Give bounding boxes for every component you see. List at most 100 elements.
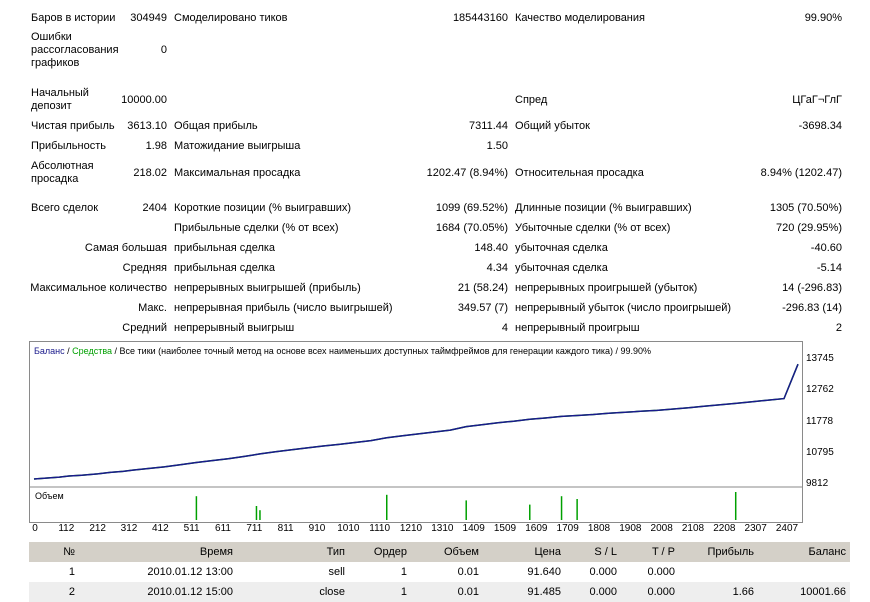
x-tick-label: 1110 [369, 523, 391, 534]
largest-loss-label: убыточная сделка [515, 242, 608, 254]
x-tick-label: 1808 [587, 523, 611, 534]
average-profit-label: прибыльная сделка [174, 262, 276, 274]
y-tick-label: 11778 [806, 415, 834, 427]
x-tick-label: 1409 [462, 523, 485, 534]
profit-factor-label: Прибыльность [31, 140, 106, 152]
average-loss-value: -5.14 [816, 262, 842, 274]
balance-chart: Баланс / Средства / Все тики (наиболее т… [29, 341, 803, 523]
table-row[interactable]: 1 2010.01.12 13:00 sell 1 0.01 91.640 0.000 0.0… [29, 562, 850, 582]
x-tick-label: 2108 [681, 523, 705, 534]
table-cell: 2 [29, 582, 79, 602]
table-cell: 0.000 [647, 566, 675, 578]
total-trades-value: 2404 [142, 202, 167, 214]
gross-loss-label: Общий убыток [515, 120, 590, 132]
x-tick-label: 811 [277, 523, 294, 534]
largest-loss-value: -40.60 [810, 242, 842, 254]
cons-losses-label: непрерывных проигрышей (убыток) [515, 282, 698, 294]
volume-label: Объем [35, 491, 64, 501]
ticks-value: 185443160 [452, 12, 508, 24]
legend-description: / Все тики (наиболее точный метод на осн… [112, 346, 652, 356]
long-value: 1305 (70.50%) [769, 202, 842, 214]
table-cell: close [237, 582, 349, 602]
table-cell: 91.485 [483, 582, 565, 602]
x-tick-label: 2208 [713, 523, 736, 534]
table-row[interactable]: 2 2010.01.12 15:00 close 1 0.01 91.485 0.000 0.… [29, 582, 850, 602]
cons-losses-value: 14 (-296.83) [782, 282, 842, 294]
average-loss-label: убыточная сделка [515, 262, 608, 274]
rel-dd-label: Относительная просадка [515, 167, 644, 179]
short-label: Короткие позиции (% выигравших) [174, 202, 352, 214]
profit-trades-value: 1684 (70.05%) [435, 222, 508, 234]
x-tick-label: 910 [308, 523, 326, 534]
long-label: Длинные позиции (% выигравших) [515, 202, 692, 214]
cons-wins-label: непрерывных выигрышей (прибыль) [174, 282, 361, 294]
y-tick-label: 10795 [806, 446, 834, 458]
x-tick-label: 312 [120, 523, 138, 534]
expected-payoff-value: 1.50 [486, 140, 508, 152]
spread-label: Спред [515, 94, 548, 106]
table-cell: 1 [349, 582, 411, 602]
column-header[interactable]: Время [79, 542, 237, 562]
balance-line [33, 363, 799, 480]
chart-legend: Баланс / Средства / Все тики (наиболее т… [34, 346, 651, 357]
column-header[interactable]: S / L [565, 542, 621, 562]
x-tick-label: 511 [183, 523, 200, 534]
legend-separator: / [64, 346, 73, 356]
avg-wins-value: 4 [501, 322, 508, 334]
table-cell: 1 [68, 566, 75, 578]
max-dd-label: Максимальная просадка [174, 167, 301, 179]
legend-balance: Баланс [34, 346, 65, 356]
largest-profit-label: прибыльная сделка [174, 242, 276, 254]
average-profit-value: 4.34 [486, 262, 508, 274]
cons-profit-label: непрерывная прибыль (число выигрышей) [174, 302, 393, 314]
y-tick-label: 13745 [806, 353, 834, 364]
x-tick-label: 1010 [337, 523, 360, 534]
column-header[interactable]: T / P [621, 542, 679, 562]
profit-trades-label: Прибыльные сделки (% от всех) [174, 222, 339, 234]
table-cell: 0.000 [621, 582, 679, 602]
table-cell: 1 [400, 566, 407, 578]
short-value: 1099 (69.52%) [435, 202, 508, 214]
table-cell: 0.01 [457, 566, 479, 578]
x-tick-label: 1709 [556, 523, 579, 534]
column-header[interactable]: № [29, 542, 79, 562]
x-tick-label: 1509 [493, 523, 517, 534]
quality-value: 99.90% [804, 12, 842, 24]
abs-dd-label: Абсолютная просадка [31, 160, 94, 185]
largest-profit-value: 148.40 [474, 242, 508, 254]
column-header[interactable]: Цена [483, 542, 565, 562]
y-tick-label: 12762 [806, 384, 834, 396]
mismatch-label: Ошибки рассогласования графиков [31, 31, 119, 69]
x-tick-label: 611 [215, 523, 231, 534]
x-tick-label: 2307 [744, 523, 767, 534]
net-profit-label: Чистая прибыль [31, 120, 115, 132]
x-tick-label: 1210 [399, 523, 423, 534]
table-cell: 0.000 [565, 582, 621, 602]
loss-trades-value: 720 (29.95%) [775, 222, 842, 234]
x-tick-label: 2407 [775, 523, 799, 534]
max-count-label: Максимальное количество [30, 282, 167, 294]
column-header[interactable]: Ордер [349, 542, 411, 562]
table-cell: 0.01 [411, 582, 483, 602]
cons-loss-label: непрерывный убыток (число проигрышей) [515, 302, 732, 314]
column-header[interactable]: Прибыль [679, 542, 758, 562]
column-header[interactable]: Баланс [758, 542, 850, 562]
quality-label: Качество моделирования [515, 12, 645, 24]
table-cell [758, 562, 850, 582]
gross-loss-value: -3698.34 [798, 120, 842, 132]
cons-profit-value: 349.57 (7) [457, 302, 508, 314]
column-header[interactable]: Тип [237, 542, 349, 562]
table-cell: 10001.66 [758, 582, 850, 602]
equity-line [33, 363, 799, 480]
avg-losses-label: непрерывный проигрыш [515, 322, 640, 334]
largest-label: Самая большая [84, 242, 167, 254]
column-header[interactable]: Объем [411, 542, 483, 562]
x-tick-label: 412 [151, 523, 169, 534]
x-tick-label: 1609 [525, 523, 548, 534]
table-cell: sell [328, 566, 345, 578]
x-tick-label: 112 [58, 523, 75, 534]
rel-dd-value: 8.94% (1202.47) [760, 167, 842, 179]
max-label: Макс. [138, 302, 167, 314]
